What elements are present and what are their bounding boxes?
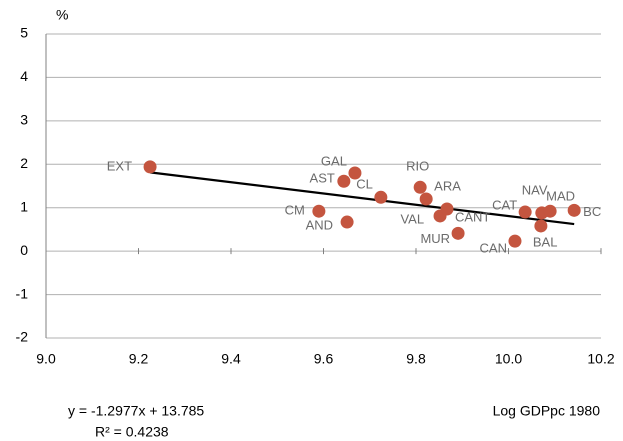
point <box>337 174 351 188</box>
y-tick-label: -1 <box>16 285 29 301</box>
point <box>419 192 433 206</box>
y-tick-label: 5 <box>20 25 28 41</box>
point-label: RIO <box>406 159 429 174</box>
point <box>440 202 454 216</box>
y-tick-label: -2 <box>16 329 29 345</box>
point-label: CM <box>285 203 305 218</box>
point-label: VAL <box>400 211 424 226</box>
point-label: AST <box>310 171 335 186</box>
point-label: MUR <box>420 231 450 246</box>
point <box>518 205 532 219</box>
x-tick-label: 10.2 <box>587 351 614 367</box>
x-axis-label: Log GDPpc 1980 <box>493 403 601 419</box>
point-label: EXT <box>107 158 132 173</box>
y-tick-label: 0 <box>20 242 28 258</box>
x-tick-label: 9.8 <box>406 351 426 367</box>
x-tick-label: 10.0 <box>495 351 522 367</box>
point-label: CL <box>356 177 373 192</box>
y-tick-label: 3 <box>20 112 28 128</box>
y-axis-label: % <box>56 7 68 23</box>
y-tick-label: 2 <box>20 155 28 171</box>
point-label: GAL <box>321 153 347 168</box>
point <box>374 190 388 204</box>
point <box>312 204 326 218</box>
point <box>451 226 465 240</box>
point <box>534 219 548 233</box>
point <box>543 204 557 218</box>
x-tick-label: 9.6 <box>314 351 334 367</box>
point-label: AND <box>306 217 333 232</box>
point <box>143 160 157 174</box>
point <box>340 215 354 229</box>
point-label: CAT <box>492 197 517 212</box>
point-label: BC <box>583 204 601 219</box>
point-label: ARA <box>434 178 461 193</box>
point <box>567 203 581 217</box>
y-tick-label: 4 <box>20 68 28 84</box>
point <box>508 234 522 248</box>
point-label: CANT <box>455 209 490 224</box>
x-tick-label: 9.2 <box>129 351 149 367</box>
point <box>348 166 362 180</box>
trendline-r2: R² = 0.4238 <box>95 424 169 440</box>
point <box>413 180 427 194</box>
x-tick-label: 9.0 <box>36 351 56 367</box>
point-label: CAN <box>480 241 507 256</box>
point-label: MAD <box>546 189 575 204</box>
point-label: BAL <box>533 234 558 249</box>
trendline-equation: y = -1.2977x + 13.785 <box>68 403 204 419</box>
point-label: NAV <box>522 182 548 197</box>
y-tick-label: 1 <box>20 198 28 214</box>
x-tick-label: 9.4 <box>221 351 241 367</box>
trendline <box>149 171 575 226</box>
